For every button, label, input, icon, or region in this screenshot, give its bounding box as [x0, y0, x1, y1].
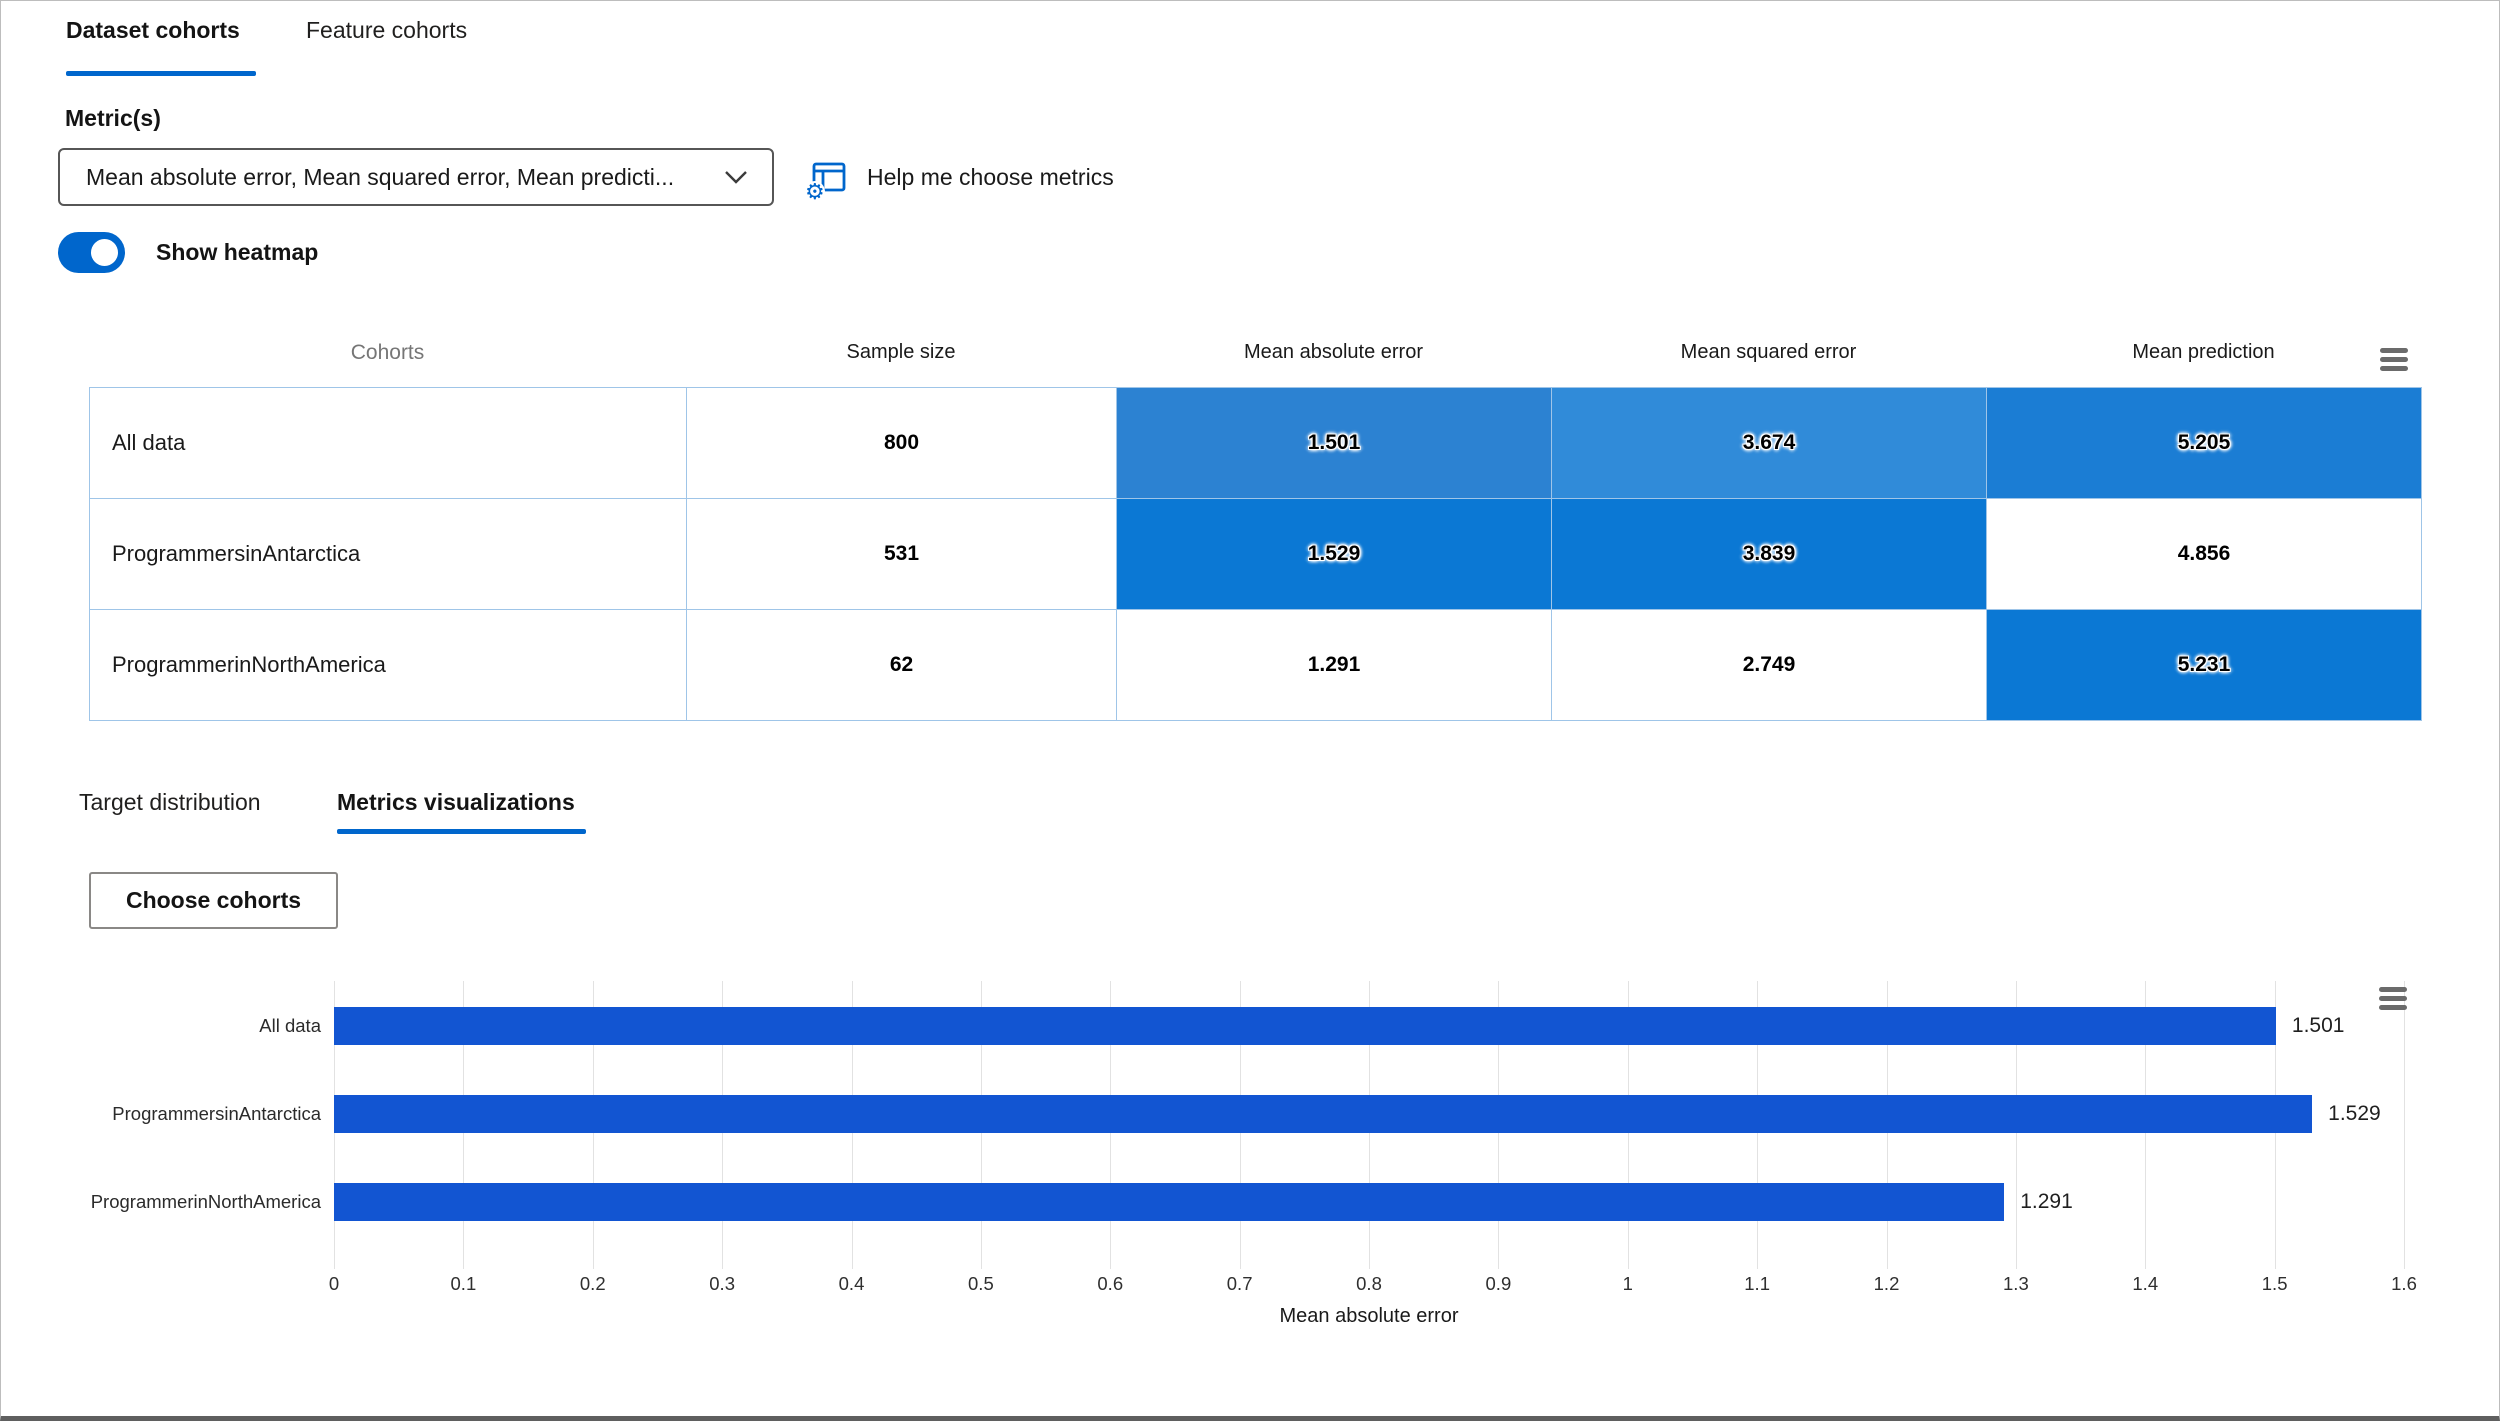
help-me-choose-metrics-label: Help me choose metrics — [867, 163, 1114, 190]
choose-cohorts-button[interactable]: Choose cohorts — [89, 872, 338, 929]
tab-target-distribution[interactable]: Target distribution — [79, 789, 261, 815]
chart-menu-icon[interactable] — [2379, 987, 2407, 1010]
tab-dataset-cohorts[interactable]: Dataset cohorts — [66, 17, 240, 43]
sample-size-cell: 62 — [687, 610, 1117, 721]
sample-size-cell: 531 — [687, 499, 1117, 610]
x-tick-label: 1.4 — [2132, 1273, 2159, 1294]
column-header-mean-prediction: Mean prediction — [2132, 341, 2275, 363]
metric-value-cell[interactable]: 1.529 — [1117, 499, 1552, 610]
bar-value-label: 1.529 — [2328, 1102, 2381, 1125]
x-tick-label: 0.1 — [450, 1273, 477, 1294]
metric-value-cell[interactable]: 4.856 — [1987, 499, 2422, 610]
cohort-name-cell: ProgrammersinAntarctica — [90, 499, 687, 610]
y-axis-label: ProgrammersinAntarctica — [112, 1103, 321, 1124]
gear-icon: ⚙ — [805, 179, 825, 204]
metric-value-cell[interactable]: 5.231 — [1987, 610, 2422, 721]
x-tick-label: 0.9 — [1485, 1273, 1512, 1294]
show-heatmap-toggle[interactable] — [58, 232, 125, 273]
active-tab-underline — [66, 71, 256, 76]
tab-feature-cohorts[interactable]: Feature cohorts — [306, 17, 468, 43]
x-tick-label: 1.3 — [2003, 1273, 2029, 1294]
bar[interactable] — [334, 1183, 2005, 1221]
chevron-down-icon — [714, 170, 772, 184]
column-header-mean-absolute-error: Mean absolute error — [1244, 341, 1423, 363]
show-heatmap-label: Show heatmap — [156, 239, 319, 265]
column-header-sample-size: Sample size — [846, 341, 956, 363]
bar[interactable] — [334, 1007, 2276, 1045]
x-gridline — [2404, 981, 2405, 1269]
y-axis-labels: All data ProgrammersinAntarctica Programme… — [1, 981, 321, 1269]
x-tick-label: 0.6 — [1097, 1273, 1124, 1294]
metric-value-cell[interactable]: 3.674 — [1552, 388, 1987, 499]
metric-value-cell[interactable]: 5.205 — [1987, 388, 2422, 499]
table-settings-icon: ⚙ — [805, 157, 849, 203]
x-tick-label: 1.2 — [1873, 1273, 1900, 1294]
tab-metrics-visualizations[interactable]: Metrics visualizations — [337, 789, 575, 815]
bar[interactable] — [334, 1095, 2313, 1133]
x-tick-label: 0.4 — [838, 1273, 865, 1294]
cohort-name-cell: ProgrammerinNorthAmerica — [90, 610, 687, 721]
x-tick-label: 1.5 — [2261, 1273, 2288, 1294]
cohort-name-cell: All data — [90, 388, 687, 499]
y-axis-label: ProgrammerinNorthAmerica — [90, 1191, 321, 1212]
metric-value-cell[interactable]: 2.749 — [1552, 610, 1987, 721]
x-tick-label: 1 — [1622, 1273, 1633, 1294]
x-tick-label: 1.1 — [1744, 1273, 1770, 1294]
help-me-choose-metrics-link[interactable]: ⚙ Help me choose metrics — [805, 157, 1114, 203]
x-tick-label: 0.3 — [709, 1273, 735, 1294]
y-axis-label: All data — [259, 1015, 321, 1036]
column-header-cohorts: Cohorts — [350, 341, 425, 364]
metrics-bar-chart: All data ProgrammersinAntarctica Programme… — [1, 981, 2499, 1351]
metrics-dropdown-value: Mean absolute error, Mean squared error,… — [86, 163, 675, 190]
metrics-dropdown[interactable]: Mean absolute error, Mean squared error,… — [58, 148, 774, 206]
x-axis-title: Mean absolute error — [1279, 1305, 1459, 1327]
active-subtab-underline — [337, 829, 586, 834]
cohort-table-body: All data 800 1.501 3.674 5.205 ProgrammersinA… — [89, 387, 2422, 721]
column-header-mean-squared-error: Mean squared error — [1680, 341, 1857, 363]
x-tick-label: 0.8 — [1356, 1273, 1382, 1294]
plot-area: 1.501 1.529 1.291 — [334, 981, 2405, 1269]
x-tick-label: 0 — [328, 1273, 340, 1294]
table-menu-icon[interactable] — [2380, 348, 2408, 371]
x-tick-label: 0.7 — [1226, 1273, 1253, 1294]
metrics-label: Metric(s) — [65, 105, 161, 131]
x-tick-label: 0.2 — [579, 1273, 606, 1294]
x-tick-label: 0.5 — [968, 1273, 994, 1294]
x-tick-label: 1.6 — [2391, 1273, 2417, 1294]
bar-value-label: 1.291 — [2020, 1190, 2073, 1213]
toggle-knob — [91, 239, 118, 266]
metric-value-cell[interactable]: 1.291 — [1117, 610, 1552, 721]
sample-size-cell: 800 — [687, 388, 1117, 499]
metric-value-cell[interactable]: 1.501 — [1117, 388, 1552, 499]
bar-value-label: 1.501 — [2291, 1014, 2345, 1037]
metric-value-cell[interactable]: 3.839 — [1552, 499, 1987, 610]
